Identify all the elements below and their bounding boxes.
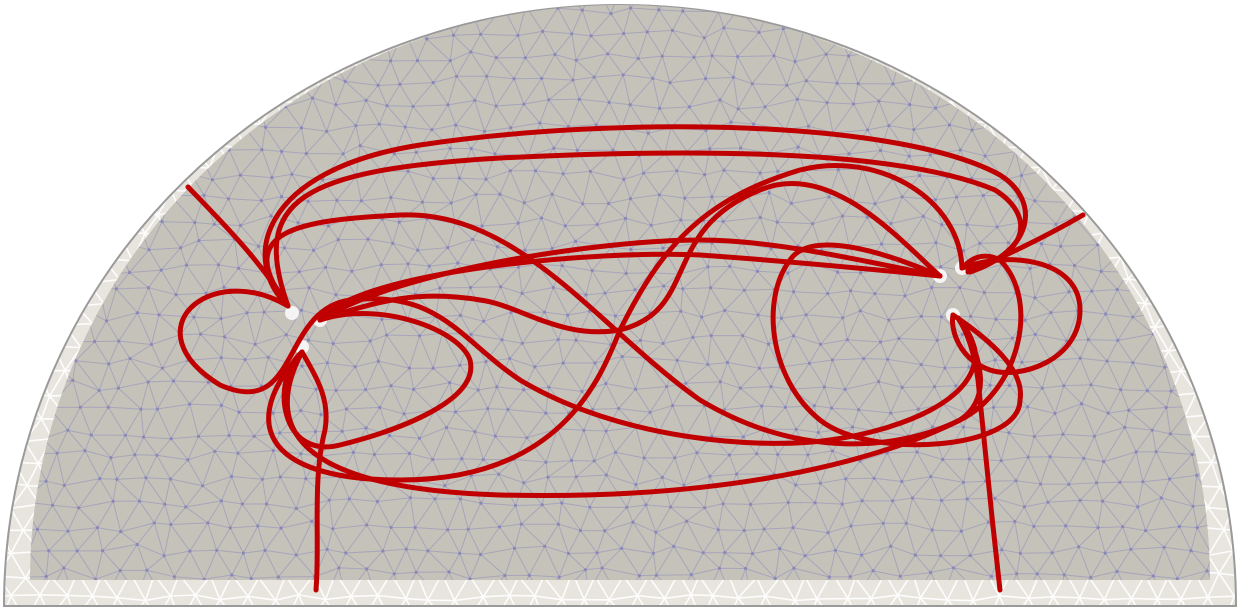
- trajectory-curve: [284, 253, 1024, 499]
- vortex-hole: [285, 306, 299, 320]
- trajectory-curve: [177, 288, 978, 446]
- trajectory-curve: [299, 349, 329, 593]
- trajectory-curve: [317, 181, 943, 335]
- trajectory-curve: [262, 124, 1028, 309]
- trajectories: [177, 124, 1086, 593]
- trajectory-curve: [266, 163, 965, 483]
- trajectory-curve: [317, 237, 943, 323]
- trajectory-curve: [770, 242, 1023, 448]
- trajectory-curve: [317, 251, 943, 323]
- trajectory-curve: [281, 311, 474, 450]
- trajectory-curve: [273, 150, 1024, 309]
- trajectory-curve: [949, 257, 1083, 375]
